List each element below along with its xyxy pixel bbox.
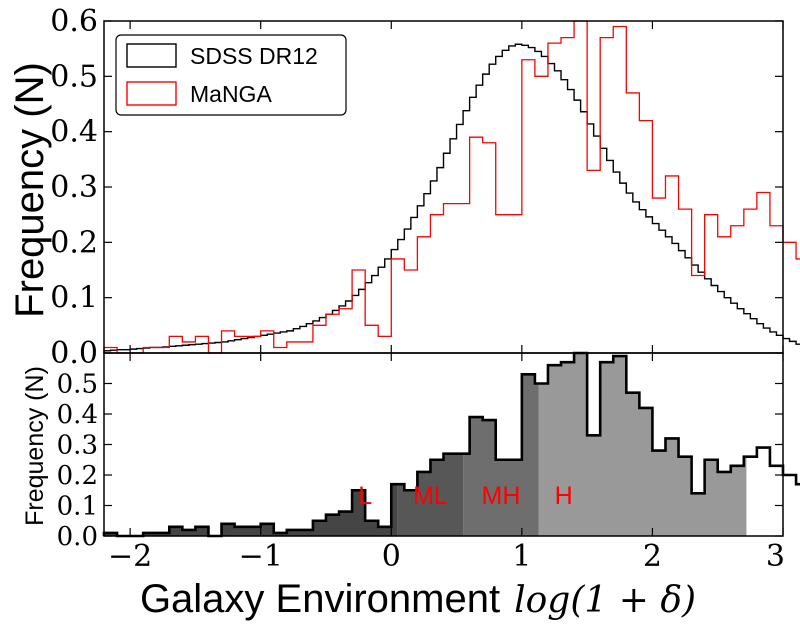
x-axis-label-math: log(1 + δ)	[514, 580, 696, 621]
x-axis-label: Galaxy Environment log(1 + δ)	[140, 577, 696, 621]
bottom-ytick-label: 0.0	[57, 522, 98, 552]
top-ytick-label: 0.0	[50, 336, 98, 371]
top-ytick-label: 0.6	[50, 4, 98, 39]
bottom-xtick-label: −1	[239, 539, 283, 574]
top-y-axis-label: Frequency (N)	[8, 62, 52, 318]
bottom-xtick-label: −2	[108, 539, 152, 574]
bottom-plot-area: L ML MH H	[102, 351, 800, 538]
region-label-h: H	[555, 482, 573, 510]
region-fill-l	[104, 484, 398, 536]
region-label-l: L	[358, 482, 372, 510]
legend-frame	[115, 34, 347, 116]
top-series-sdss-line	[103, 43, 800, 353]
bottom-manga-outline	[102, 351, 800, 538]
top-series-manga-line	[103, 20, 800, 354]
bottom-xtick-label: 2	[643, 539, 662, 574]
bottom-xtick-label: 1	[512, 539, 531, 574]
top-ytick-label: 0.4	[50, 115, 98, 150]
bottom-y-axis-label: Frequency (N)	[21, 366, 49, 526]
bottom-ytick-label: 0.5	[57, 370, 98, 400]
bottom-xtick-label: 3	[766, 539, 785, 574]
top-ytick-label: 0.1	[50, 281, 98, 316]
legend-label-sdss: SDSS DR12	[190, 43, 318, 69]
region-label-ml: ML	[413, 482, 448, 510]
region-fill-ml	[397, 453, 464, 536]
top-plot-area	[103, 20, 800, 354]
bottom-axes: 0.00.10.20.30.40.5 −2 −1 0 1 2 3	[57, 352, 785, 574]
bottom-ytick-label: 0.1	[57, 492, 98, 522]
legend-swatch-sdss	[126, 43, 177, 68]
bottom-ytick-label: 0.4	[57, 400, 98, 430]
legend: SDSS DR12 MaNGA	[115, 34, 347, 116]
top-ytick-label: 0.5	[50, 59, 98, 94]
bottom-xtick-label: 0	[382, 539, 401, 574]
top-axes: 0.0 0.1 0.2 0.3 0.4 0.5 0.6	[50, 4, 784, 371]
x-axis-label-text: Galaxy Environment	[140, 577, 500, 621]
top-ytick-label: 0.3	[50, 170, 98, 205]
legend-swatch-manga	[126, 81, 177, 106]
region-fill-mh	[463, 374, 539, 536]
bottom-ytick-label: 0.2	[57, 461, 98, 491]
region-label-mh: MH	[482, 482, 521, 510]
top-ytick-label: 0.2	[50, 225, 98, 260]
region-fill-h	[538, 353, 747, 536]
legend-label-manga: MaNGA	[190, 81, 272, 107]
bottom-ytick-label: 0.3	[57, 431, 98, 461]
